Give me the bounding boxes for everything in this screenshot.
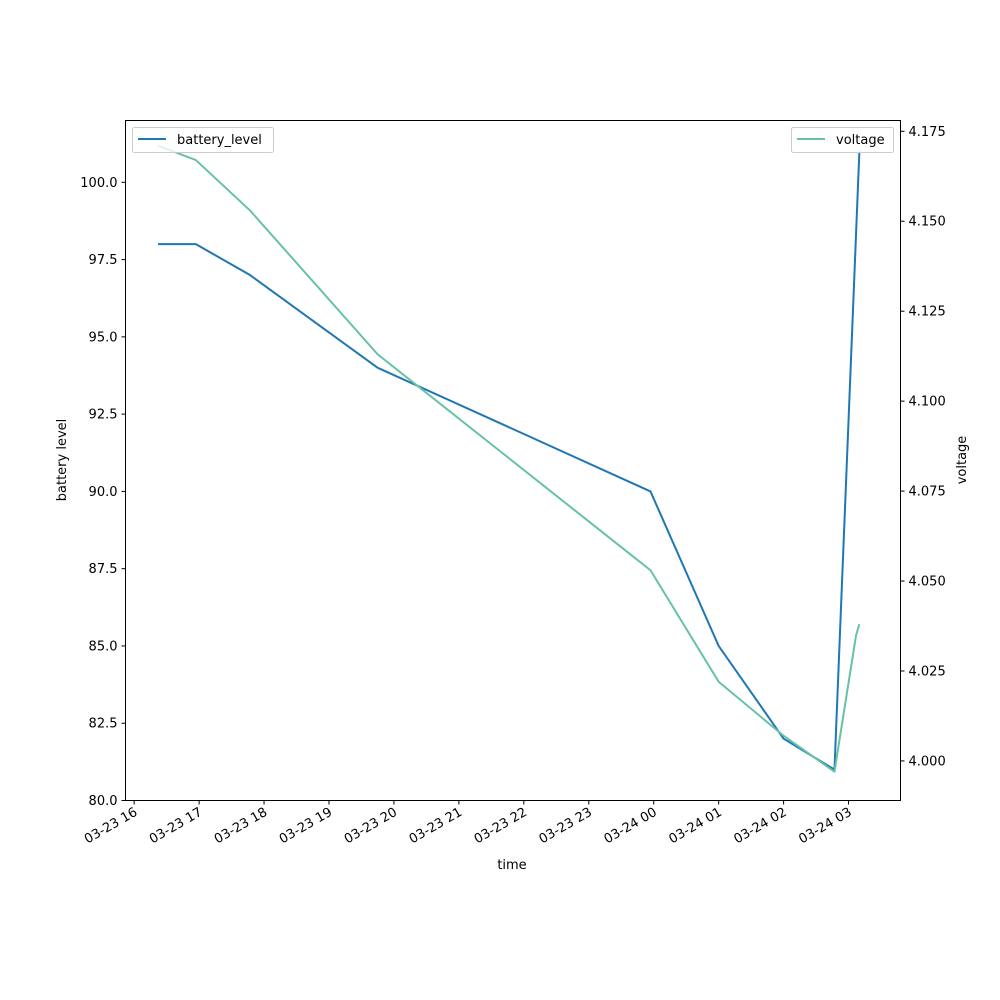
y-tick-label: 90.0 [89,485,118,500]
x-tick-label: 03-24 03 [796,805,854,847]
y-tick-label: 100.0 [80,176,117,191]
y2-tick-label: 4.100 [909,395,946,410]
x-tick-label: 03-23 17 [147,805,205,847]
x-tick-label: 03-23 22 [472,805,530,847]
y-tick-label: 82.5 [89,717,118,732]
ticks-layer: 03-23 16 03-23 17 03-23 18 03-23 19 03-23 20… [80,125,945,847]
y-tick-label: 95.0 [89,330,118,345]
x-axis-label: time [497,858,526,873]
y2-tick-label: 4.175 [909,125,946,140]
x-tick-label: 03-23 20 [342,805,400,847]
legend-left-box [132,127,274,153]
x-tick-label: 03-24 02 [731,805,789,847]
y2-tick-label: 4.125 [909,305,946,320]
y-tick-label: 97.5 [89,253,118,268]
x-tick-label: 03-24 00 [602,805,660,847]
x-tick-label: 03-23 21 [407,805,465,847]
x-tick-label: 03-23 16 [82,805,140,847]
y-tick-label: 85.0 [89,639,118,654]
legend-left-label: battery_level [177,133,262,148]
y2-tick-label: 4.000 [909,754,946,769]
y-tick-label: 80.0 [89,794,118,809]
plot-frame [125,120,901,801]
y-tick-label: 87.5 [89,562,118,577]
y-tick-label: 92.5 [89,408,118,423]
y2-tick-label: 4.050 [909,575,946,590]
y-axis-label: battery level [55,419,70,502]
y2-axis-label: voltage [955,436,970,485]
legend-right: voltage [791,127,894,153]
x-tick-label: 03-23 18 [212,805,270,847]
legend-right-label: voltage [836,133,885,148]
y2-tick-label: 4.075 [909,485,946,500]
series-line-voltage [157,144,861,773]
series-line-battery_level [157,151,861,771]
legend-left: battery_level [132,127,274,153]
x-tick-label: 03-24 01 [667,805,725,847]
y2-tick-label: 4.025 [909,664,946,679]
x-tick-label: 03-23 19 [277,805,335,847]
y2-tick-label: 4.150 [909,215,946,230]
legend-right-box [791,127,894,153]
plot-layer [157,144,861,773]
x-tick-label: 03-23 23 [537,805,595,847]
